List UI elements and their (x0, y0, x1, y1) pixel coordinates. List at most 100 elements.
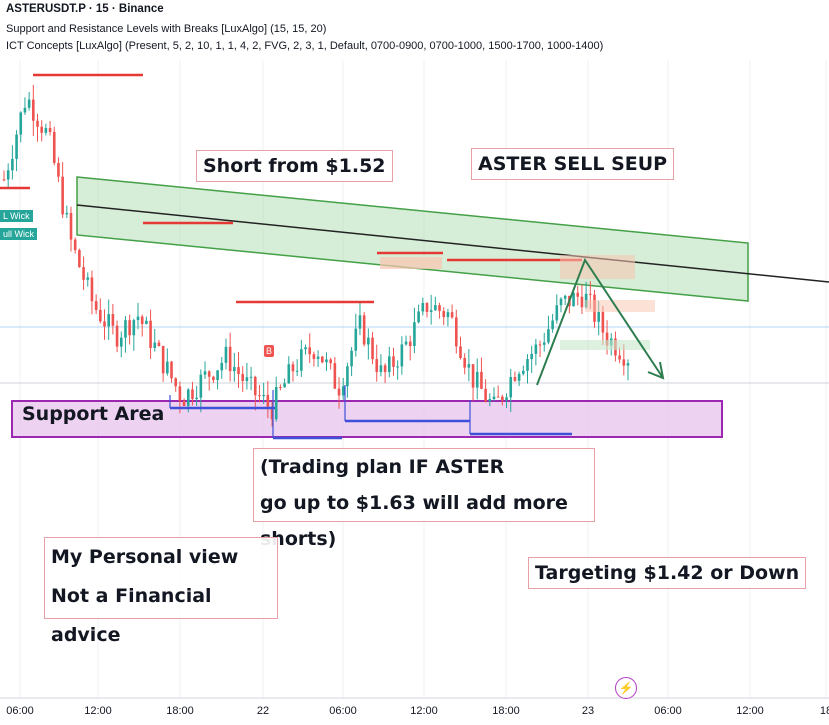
candle (23, 97, 27, 115)
x-tick-label: 12:00 (410, 705, 438, 717)
x-tick-label: 12:00 (84, 705, 112, 717)
support-levels (170, 406, 572, 440)
candle (6, 163, 10, 188)
symbol-title: ASTERUSDT.P · 15 · Binance (6, 3, 164, 15)
candle (551, 313, 554, 333)
candle (270, 401, 274, 427)
candle (576, 285, 580, 306)
candle (358, 302, 362, 336)
candle (207, 370, 211, 391)
candle (295, 359, 299, 377)
candle (367, 328, 370, 360)
candle (287, 356, 291, 384)
candle (304, 344, 307, 355)
candle (442, 307, 446, 326)
candle (513, 371, 517, 383)
x-tick-label: 18:00 (492, 705, 520, 717)
candle (542, 332, 546, 352)
resistance-levels (0, 73, 582, 304)
candle (245, 362, 249, 390)
support-zone[interactable] (11, 400, 723, 438)
candle (463, 353, 466, 375)
order-block (380, 257, 442, 269)
candle (496, 385, 500, 398)
candle (241, 366, 245, 393)
candle (140, 314, 144, 337)
candle (107, 299, 110, 340)
candle (253, 375, 257, 411)
candle (429, 294, 433, 325)
candle (48, 121, 52, 136)
lightning-icon[interactable]: ⚡ (615, 677, 637, 699)
candle (57, 157, 60, 183)
candle (291, 361, 295, 382)
candle (413, 307, 416, 354)
candle (467, 349, 471, 382)
candle (559, 297, 563, 313)
candle (132, 318, 136, 351)
candle (27, 91, 31, 111)
candle (434, 296, 437, 311)
candle (509, 368, 513, 413)
candle (99, 298, 102, 324)
candle (329, 357, 332, 370)
indicator-legend-sr[interactable]: Support and Resistance Levels with Break… (6, 23, 327, 35)
indicator-legend-ict[interactable]: ICT Concepts [LuxAlgo] (Present, 5, 2, 1… (6, 40, 604, 52)
plan-line-1: (Trading plan IF ASTER (260, 456, 505, 478)
marker-b: B (264, 345, 275, 357)
order-blocks (380, 255, 655, 350)
support-stems (169, 385, 471, 438)
x-tick-label: 12:00 (736, 705, 764, 717)
candle (316, 350, 320, 367)
candle (526, 354, 529, 384)
candle (212, 375, 215, 383)
x-tick-label: 06:00 (654, 705, 682, 717)
candle (40, 120, 43, 142)
candle (73, 237, 77, 254)
candle (2, 170, 6, 182)
candle (333, 357, 337, 390)
candle (82, 256, 85, 290)
candle (454, 309, 458, 354)
candle (11, 145, 14, 180)
candle (538, 340, 542, 358)
candlestick-series (2, 84, 630, 427)
candle (279, 384, 282, 391)
candle (387, 346, 391, 378)
candle (580, 284, 584, 315)
x-tick-label: 06:00 (6, 705, 34, 717)
candle (266, 381, 270, 419)
candle (488, 393, 492, 407)
candle (65, 205, 69, 219)
x-tick-label: 18:00 (166, 705, 194, 717)
candle (404, 335, 408, 346)
candle (400, 336, 404, 375)
candle (492, 387, 496, 402)
candle (32, 84, 35, 136)
note-trading-plan[interactable]: (Trading plan IF ASTER go up to $1.63 wi… (253, 448, 595, 550)
note-target[interactable]: Targeting $1.42 or Down (528, 557, 807, 589)
candle (90, 270, 94, 315)
note-short-from[interactable]: Short from $1.52 (196, 150, 393, 182)
wick-tag: ull Wick (0, 228, 37, 240)
candle (258, 384, 261, 403)
candle (425, 302, 429, 318)
candle (136, 302, 140, 330)
note-sell-setup[interactable]: ASTER SELL SEUP (471, 148, 675, 180)
candle (52, 126, 56, 166)
candle (19, 111, 23, 143)
candle (69, 206, 73, 252)
candle (195, 385, 198, 407)
support-area-label: Support Area (22, 403, 165, 425)
candle (480, 357, 483, 390)
trend-line[interactable] (76, 204, 829, 283)
candle (233, 352, 236, 382)
candle (300, 339, 303, 377)
plan-line-2: go up to $1.63 will add more shorts) (260, 492, 568, 550)
candle (124, 315, 127, 353)
candle (15, 130, 18, 172)
note-personal-view[interactable]: My Personal view Not a Financial advice (44, 537, 278, 646)
candle (450, 304, 454, 319)
candle (563, 294, 567, 305)
